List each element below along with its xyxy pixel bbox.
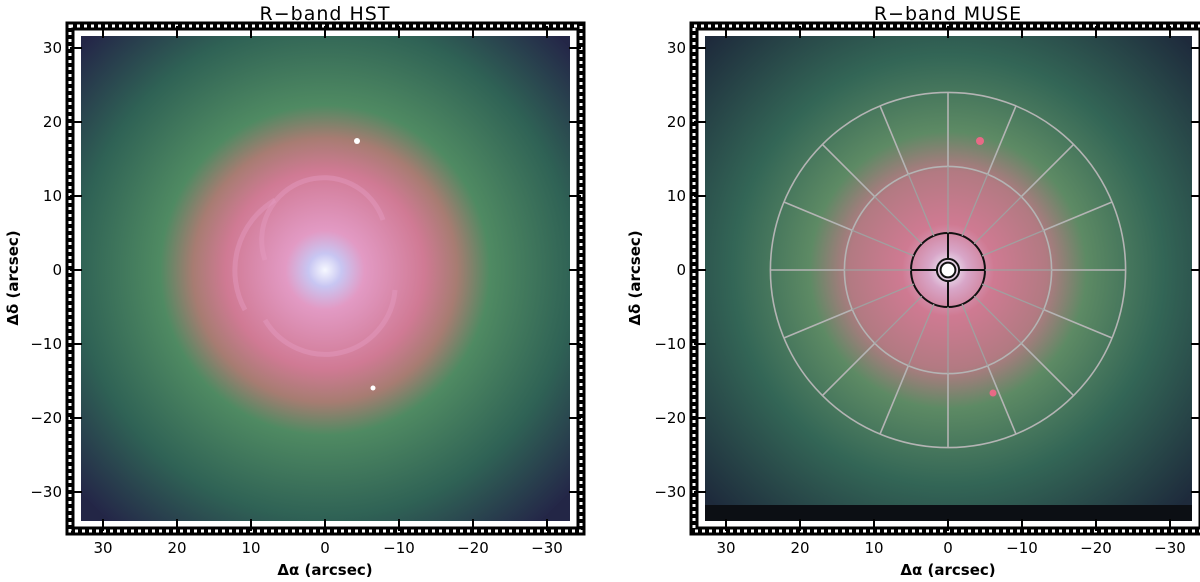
y-axis-label: Δδ (arcsec) xyxy=(626,230,644,325)
x-tick-label: 0 xyxy=(943,539,953,557)
overlay-sector-line xyxy=(961,303,989,366)
overlay-sector-line xyxy=(973,295,1022,344)
overlay-sector-line xyxy=(821,143,876,198)
overlay-sector-line xyxy=(907,174,935,237)
overlay-sector-line xyxy=(852,283,915,311)
x-tick-label: 30 xyxy=(93,539,112,557)
x-tick-label: −10 xyxy=(1006,539,1038,557)
y-tick-label: −30 xyxy=(30,483,62,501)
x-tick-label: 20 xyxy=(790,539,809,557)
overlay-sector-line xyxy=(973,196,1022,245)
galaxy-image xyxy=(705,36,1192,521)
tick-labels: 30 30 20 20 10 10 0 0 −10 −10 −20 −20 −30 −30 xyxy=(30,39,562,557)
x-axis-label: Δα (arcsec) xyxy=(900,561,995,579)
x-tick-label: −30 xyxy=(531,539,563,557)
x-tick-label: −20 xyxy=(457,539,489,557)
y-tick-label: −10 xyxy=(30,335,62,353)
x-tick-label: −10 xyxy=(383,539,415,557)
x-tick-label: 0 xyxy=(320,539,330,557)
x-tick-label: 20 xyxy=(167,539,186,557)
panel-hst: R−band HST 30 30 20 20 10 10 0 0 −10 −10 −20 −20 −30… xyxy=(4,3,586,579)
y-tick-label: 30 xyxy=(43,39,62,57)
x-tick-label: 10 xyxy=(864,539,883,557)
overlay-sector-line xyxy=(821,342,876,397)
x-tick-label: −30 xyxy=(1154,539,1186,557)
x-tick-label: 10 xyxy=(241,539,260,557)
x-tick-label: −20 xyxy=(1080,539,1112,557)
y-tick-label: 0 xyxy=(52,261,62,279)
image-edge-noise xyxy=(705,505,1192,521)
star-marker xyxy=(370,385,376,391)
y-tick-label: 0 xyxy=(676,261,686,279)
y-tick-label: 30 xyxy=(667,39,686,57)
overlay-ring xyxy=(939,261,957,279)
panel-title: R−band MUSE xyxy=(874,3,1022,25)
overlay-sector-line xyxy=(852,229,915,257)
overlay-sector-line xyxy=(981,283,1044,311)
star-marker xyxy=(989,389,997,397)
y-axis-label: Δδ (arcsec) xyxy=(4,230,22,325)
panel-title: R−band HST xyxy=(260,3,391,25)
overlay-sector-line xyxy=(874,295,923,344)
y-tick-label: 20 xyxy=(667,113,686,131)
x-tick-label: 30 xyxy=(716,539,735,557)
overlay-sector-line xyxy=(783,201,853,232)
annular-grid-overlay xyxy=(769,91,1127,449)
y-tick-label: 20 xyxy=(43,113,62,131)
overlay-sector-line xyxy=(961,174,989,237)
galaxy-image xyxy=(81,36,570,521)
overlay-sector-line xyxy=(783,308,853,339)
overlay-sector-line xyxy=(981,229,1044,257)
tick-labels: 30 30 20 20 10 10 0 0 −10 −10 −20 −20 −30 −30 xyxy=(654,39,1185,557)
panel-muse: R−band MUSE 30 30 20 20 10 10 0 0 −10 −10 −20 −20 −3… xyxy=(626,3,1200,579)
star-marker xyxy=(354,138,360,144)
frame-minor-ticks xyxy=(68,24,583,533)
y-tick-label: 10 xyxy=(667,187,686,205)
y-tick-label: −20 xyxy=(654,409,686,427)
y-tick-label: −10 xyxy=(654,335,686,353)
y-tick-label: −30 xyxy=(654,483,686,501)
overlay-sector-line xyxy=(1043,201,1113,232)
overlay-sector-line xyxy=(1020,143,1075,198)
overlay-sector-line xyxy=(1043,308,1113,339)
spiral-arms xyxy=(232,175,398,357)
overlay-sector-line xyxy=(874,196,923,245)
overlay-sector-line xyxy=(879,105,910,175)
overlay-sector-line xyxy=(986,105,1017,175)
overlay-sector-line xyxy=(907,303,935,366)
y-tick-label: 10 xyxy=(43,187,62,205)
axis-frame xyxy=(65,21,586,536)
overlay-sector-line xyxy=(986,365,1017,435)
axis-frame xyxy=(689,21,1200,536)
y-tick-label: −20 xyxy=(30,409,62,427)
overlay-sector-line xyxy=(1020,342,1075,397)
overlay-sector-line xyxy=(879,365,910,435)
star-marker xyxy=(976,137,984,145)
x-axis-label: Δα (arcsec) xyxy=(277,561,372,579)
